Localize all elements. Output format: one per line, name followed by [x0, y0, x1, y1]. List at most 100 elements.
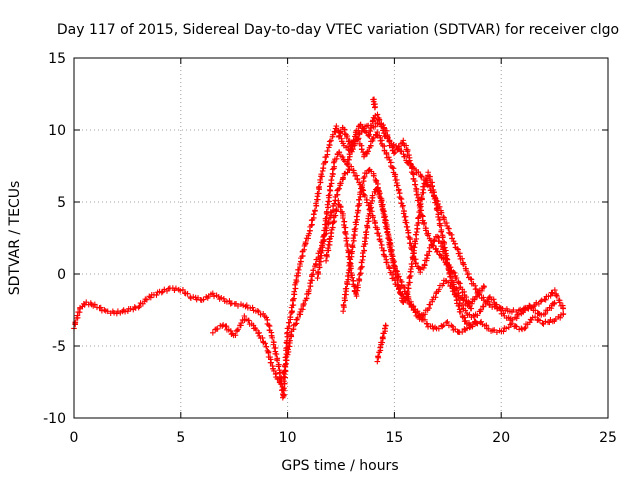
y-tick-label: 15: [48, 51, 66, 67]
data-point: [435, 214, 441, 220]
data-point: [275, 363, 282, 370]
data-point: [92, 301, 98, 308]
data-point: [232, 332, 239, 339]
data-point: [553, 292, 559, 299]
y-axis-label: SDTVAR / TECUs: [7, 181, 23, 296]
data-point: [546, 319, 553, 326]
data-point: [549, 290, 556, 297]
data-point: [466, 319, 472, 326]
data-point: [127, 305, 134, 312]
data-point: [539, 320, 546, 326]
data-point: [229, 300, 235, 307]
series-track-secondary-a: [210, 163, 567, 386]
data-point: [158, 289, 165, 296]
data-point: [350, 235, 357, 242]
data-point: [506, 324, 512, 331]
data-point: [533, 299, 540, 306]
data-point: [358, 264, 364, 271]
data-point: [144, 296, 150, 303]
data-point: [301, 301, 307, 307]
data-point: [374, 358, 381, 365]
data-point: [316, 184, 322, 190]
data-point: [355, 127, 361, 134]
data-point: [471, 296, 478, 303]
data-point: [319, 244, 325, 251]
x-tick-label: 0: [70, 430, 79, 446]
data-point: [340, 308, 346, 314]
data-point: [376, 116, 383, 123]
data-point: [408, 162, 414, 169]
data-point: [486, 295, 492, 301]
data-point: [521, 325, 528, 332]
data-point: [401, 153, 408, 160]
data-point: [371, 115, 378, 122]
data-point: [317, 177, 323, 183]
data-point: [263, 343, 270, 350]
data-point: [384, 128, 390, 134]
data-point: [368, 122, 375, 129]
data-point: [372, 220, 378, 226]
data-point: [409, 304, 416, 310]
chart-title: Day 117 of 2015, Sidereal Day-to-day VTE…: [57, 22, 619, 38]
data-point: [350, 137, 357, 144]
data-point: [338, 128, 344, 135]
data-point: [451, 281, 457, 288]
data-point: [393, 143, 399, 149]
data-point: [131, 304, 138, 310]
data-point: [255, 309, 262, 315]
data-point: [473, 286, 479, 292]
data-point: [282, 354, 289, 361]
series-track-secondary-e: [374, 322, 389, 365]
data-point: [459, 302, 465, 309]
data-point: [441, 248, 448, 255]
data-point: [326, 236, 333, 243]
data-point: [451, 288, 457, 294]
data-point: [390, 260, 396, 266]
data-point: [538, 298, 544, 305]
data-point: [354, 176, 361, 183]
data-point: [478, 318, 484, 325]
data-point: [342, 230, 348, 236]
data-point: [480, 303, 487, 310]
data-point: [369, 136, 376, 142]
data-point: [381, 214, 387, 221]
data-point: [542, 310, 549, 317]
data-point: [214, 326, 221, 332]
data-point: [384, 223, 390, 230]
data-point: [380, 208, 387, 214]
data-point: [296, 267, 302, 273]
data-point: [361, 247, 368, 254]
y-tick-label: 10: [48, 123, 66, 139]
data-point: [324, 201, 331, 208]
data-point: [254, 307, 261, 314]
data-point: [398, 195, 404, 202]
data-point: [323, 215, 330, 222]
data-point: [361, 153, 367, 160]
data-point: [557, 315, 563, 321]
x-tick-label: 5: [176, 430, 185, 446]
data-point: [400, 151, 407, 157]
data-point: [352, 226, 359, 232]
data-point: [349, 242, 356, 248]
data-point: [510, 307, 517, 313]
data-point: [281, 368, 288, 375]
data-point: [372, 123, 378, 130]
data-point: [323, 208, 330, 215]
data-point: [551, 300, 558, 306]
data-point: [436, 325, 442, 332]
data-point: [211, 293, 217, 300]
data-point: [323, 258, 329, 264]
y-tick-label: 5: [57, 195, 66, 211]
data-point: [560, 305, 566, 312]
data-point: [425, 232, 431, 239]
data-point: [347, 265, 354, 272]
data-point: [454, 246, 460, 252]
data-point: [453, 275, 460, 281]
data-point: [287, 314, 293, 320]
data-point: [281, 385, 287, 391]
data-point: [481, 284, 487, 290]
series-track-outlier: [370, 96, 378, 111]
data-point: [484, 298, 491, 305]
data-point: [374, 111, 381, 118]
data-point: [403, 224, 410, 230]
